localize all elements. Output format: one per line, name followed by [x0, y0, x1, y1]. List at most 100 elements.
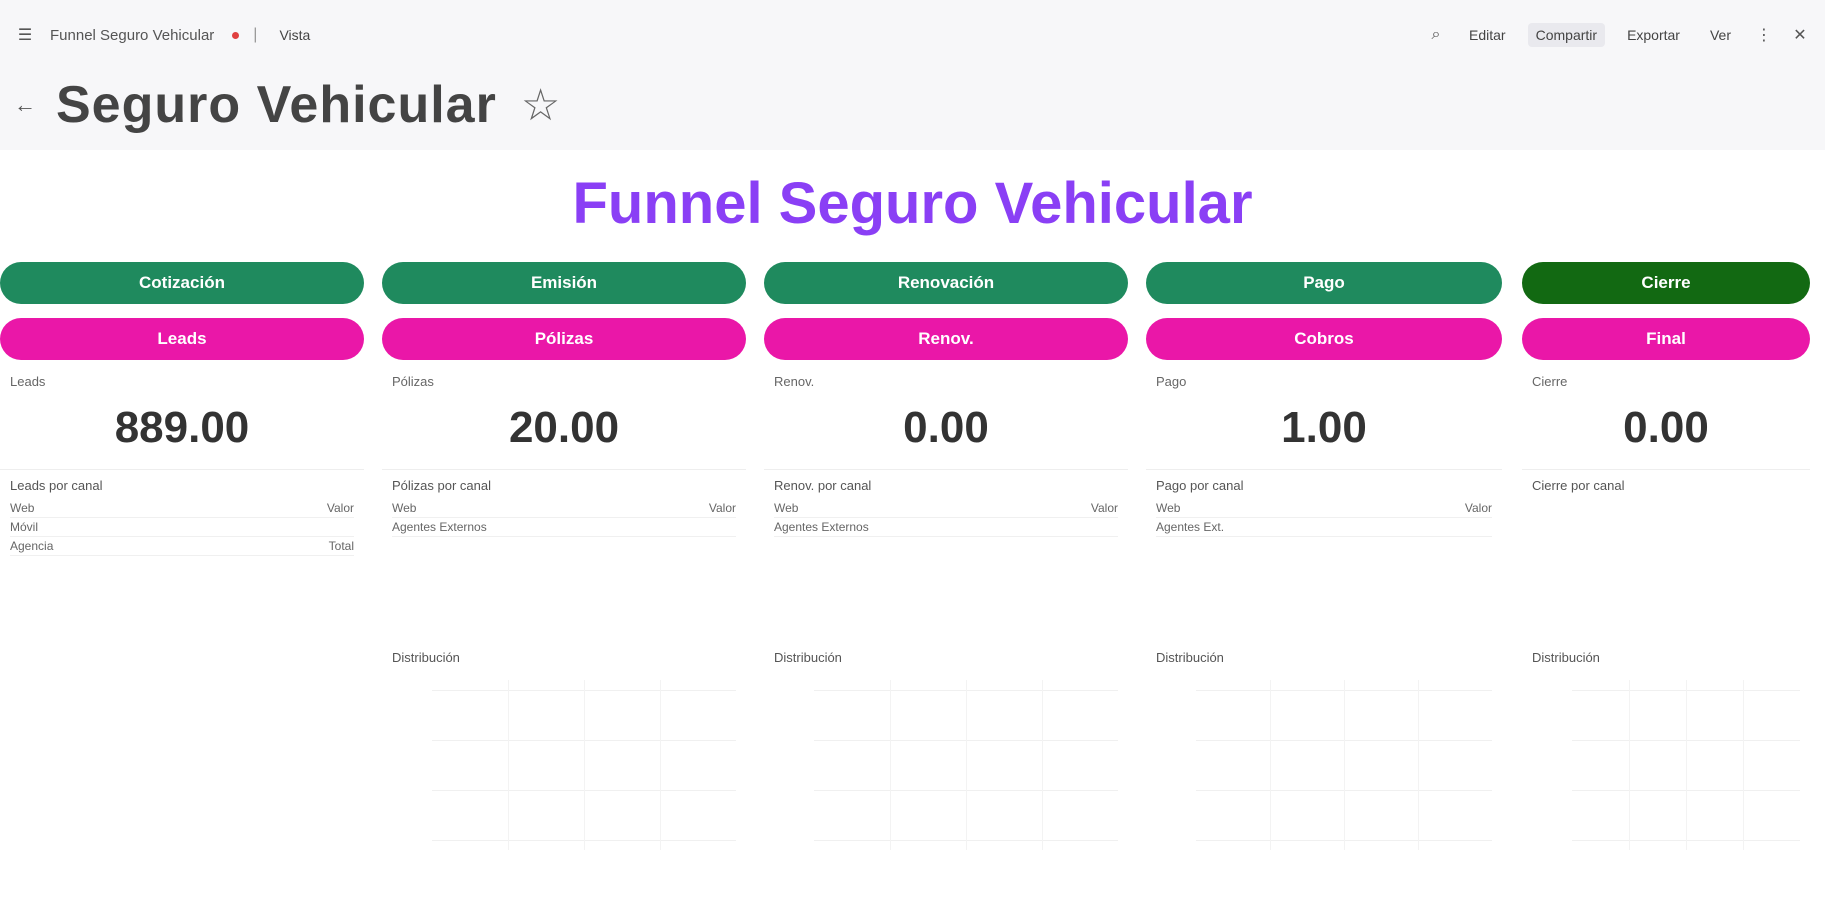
back-icon[interactable]: ← — [14, 92, 36, 117]
grid-column — [508, 680, 509, 850]
table-row: Web Valor — [774, 499, 1118, 518]
table-row: Web Valor — [10, 499, 354, 518]
table-row: Agencia Total — [10, 537, 354, 556]
top-bar: ☰ Funnel Seguro Vehicular | Vista ⌕ Edit… — [0, 0, 1825, 70]
table-row: Agentes Ext. — [1156, 518, 1492, 537]
row-label: Agentes Externos — [774, 520, 869, 534]
kpi-label: Pago — [1156, 374, 1187, 389]
table-row: Agentes Externos — [392, 518, 736, 537]
grid-column — [1686, 680, 1687, 850]
divider — [0, 469, 364, 470]
chart-title: Distribución — [392, 650, 460, 665]
star-icon[interactable]: ☆ — [520, 80, 561, 130]
chart-title: Distribución — [1532, 650, 1600, 665]
grid-column — [1042, 680, 1043, 850]
funnel-column: Cierre Final Cierre 0.00 Cierre por canal Dis… — [1522, 262, 1810, 850]
grid-column — [1270, 680, 1271, 850]
breakdown-title: Pago por canal — [1156, 478, 1244, 493]
kpi-label: Renov. — [774, 374, 815, 389]
breadcrumb-separator: | — [253, 26, 258, 43]
row-label: Agentes Externos — [392, 520, 487, 534]
stage-pill[interactable]: Pago — [1146, 262, 1502, 304]
search-icon[interactable]: ⌕ — [1431, 26, 1441, 43]
grid-column — [1629, 680, 1630, 850]
grid-column — [584, 680, 585, 850]
more-icon[interactable]: ⋮ — [1756, 27, 1772, 44]
share-button[interactable]: Compartir — [1527, 23, 1606, 47]
breadcrumb[interactable]: Funnel Seguro Vehicular — [50, 26, 215, 44]
grid-column — [660, 680, 661, 850]
row-value: Total — [328, 539, 354, 553]
grid-column — [890, 680, 891, 850]
funnel-title: Funnel Seguro Vehicular — [572, 171, 1253, 236]
funnel-column: Renovación Renov. Renov. 0.00 Renov. por can… — [764, 262, 1128, 850]
substage-pill[interactable]: Cobros — [1146, 318, 1502, 360]
dashboard-title: Seguro Vehicular — [56, 76, 497, 134]
row-value: Valor — [326, 501, 354, 515]
menu-icon[interactable]: ☰ — [17, 27, 33, 44]
breakdown-title: Cierre por canal — [1532, 478, 1625, 493]
distribution-chart: Distribución — [764, 650, 1128, 880]
funnel-column: Cotización Leads Leads 889.00 Leads por cana… — [0, 262, 364, 556]
breakdown-title: Leads por canal — [10, 478, 103, 493]
edit-button[interactable]: Editar — [1469, 27, 1506, 43]
grid-column — [1344, 680, 1345, 850]
distribution-chart: Distribución — [1522, 650, 1810, 880]
dashboard-header: ← Seguro Vehicular ☆ — [0, 60, 1825, 150]
kpi-label: Pólizas — [392, 374, 434, 389]
kpi-value: 0.00 — [1623, 403, 1709, 452]
kpi-label: Leads — [10, 374, 46, 389]
divider — [382, 469, 746, 470]
export-button[interactable]: Exportar — [1627, 27, 1680, 43]
breakdown-title: Renov. por canal — [774, 478, 872, 493]
close-icon[interactable]: ✕ — [1793, 27, 1807, 44]
table-row: Móvil — [10, 518, 354, 537]
kpi-label: Cierre — [1532, 374, 1568, 389]
breakdown-table: Web Valor Agentes Ext. — [1146, 493, 1502, 537]
stage-pill[interactable]: Cotización — [0, 262, 364, 304]
unsaved-indicator — [232, 31, 240, 39]
row-label: Web — [774, 501, 799, 515]
table-row: Web Valor — [1156, 499, 1492, 518]
row-label: Agentes Ext. — [1156, 520, 1225, 534]
chart-title: Distribución — [1156, 650, 1224, 665]
grid-column — [966, 680, 967, 850]
breakdown-table — [1522, 493, 1810, 499]
view-button[interactable]: Ver — [1709, 27, 1731, 43]
kpi-value: 0.00 — [903, 403, 989, 452]
distribution-chart: Distribución — [1146, 650, 1502, 880]
breakdown-title: Pólizas por canal — [392, 478, 491, 493]
row-label: Web — [1156, 501, 1181, 515]
funnel-column: Pago Cobros Pago 1.00 Pago por canal Web Valor… — [1146, 262, 1502, 850]
row-label: Web — [392, 501, 417, 515]
distribution-chart: Distribución — [382, 650, 746, 880]
tab-view[interactable]: Vista — [279, 27, 311, 43]
substage-pill[interactable]: Pólizas — [382, 318, 746, 360]
kpi-value: 20.00 — [508, 403, 620, 452]
divider — [764, 469, 1128, 470]
chart-title: Distribución — [774, 650, 842, 665]
dashboard-canvas: Funnel Seguro Vehicular Cotización Leads L… — [0, 150, 1825, 915]
grid-column — [1743, 680, 1744, 850]
stage-pill[interactable]: Renovación — [764, 262, 1128, 304]
substage-pill[interactable]: Final — [1522, 318, 1810, 360]
substage-pill[interactable]: Leads — [0, 318, 364, 360]
breakdown-table: Web Valor Móvil Agencia Total — [0, 493, 364, 556]
substage-pill[interactable]: Renov. — [764, 318, 1128, 360]
row-value: Valor — [1464, 501, 1492, 515]
row-value: Valor — [708, 501, 736, 515]
breakdown-table: Web Valor Agentes Externos — [382, 493, 746, 537]
funnel-column: Emisión Pólizas Pólizas 20.00 Pólizas por ca… — [382, 262, 746, 850]
kpi-value: 889.00 — [114, 403, 250, 452]
row-label: Web — [10, 501, 35, 515]
grid-column — [1418, 680, 1419, 850]
table-row: Agentes Externos — [774, 518, 1118, 537]
stage-pill[interactable]: Emisión — [382, 262, 746, 304]
divider — [1522, 469, 1810, 470]
table-row: Web Valor — [392, 499, 736, 518]
row-label: Móvil — [10, 520, 39, 534]
row-value: Valor — [1090, 501, 1118, 515]
kpi-value: 1.00 — [1281, 403, 1367, 452]
breakdown-table: Web Valor Agentes Externos — [764, 493, 1128, 537]
stage-pill[interactable]: Cierre — [1522, 262, 1810, 304]
